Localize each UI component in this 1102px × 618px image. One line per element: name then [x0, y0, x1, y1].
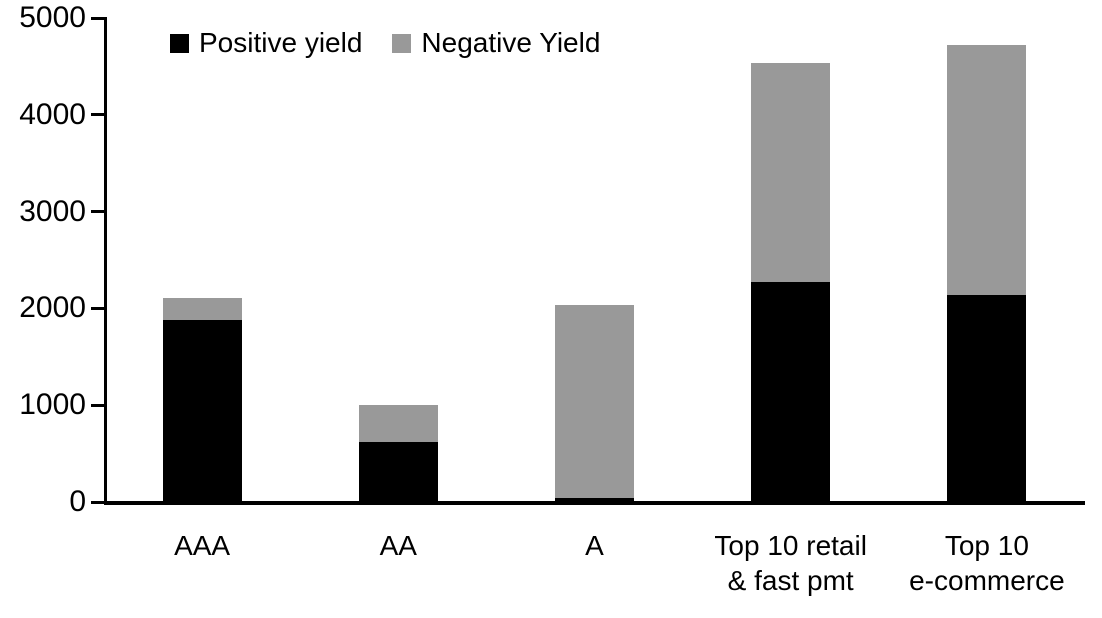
x-cat-label-a: A [585, 530, 604, 561]
bar-segment-aa-positive-yield [358, 441, 438, 502]
bar-segment-top-10-positive-yield [947, 294, 1027, 502]
y-tick-mark-5000 [91, 16, 105, 20]
bar-segment-top-10-retail-negative-yield [751, 62, 831, 283]
bar-group-a [555, 0, 634, 502]
bar-group-aaa [162, 0, 242, 502]
bar-segment-aaa-negative-yield [162, 297, 242, 320]
x-cat-label-top-10-retail: Top 10 retail & fast pmt [714, 530, 867, 596]
bar-group-aa [358, 0, 438, 502]
y-axis-line [104, 17, 107, 504]
bar-segment-a-negative-yield [555, 305, 634, 498]
bar-segment-top-10-retail-positive-yield [751, 282, 831, 502]
y-tick-label-4000: 4000 [19, 97, 86, 131]
bar-segment-aa-negative-yield [358, 405, 438, 442]
legend-item-positive-yield: Positive yield [170, 28, 362, 58]
legend-item-negative-yield: Negative Yield [392, 28, 600, 58]
y-tick-label-2000: 2000 [19, 291, 86, 325]
y-tick-label-0: 0 [69, 485, 86, 518]
chart-legend: Positive yield Negative Yield [170, 28, 600, 58]
bar-group-top-10 [947, 0, 1027, 502]
legend-label-positive-yield: Positive yield [199, 27, 363, 58]
bar-segment-aaa-positive-yield [162, 320, 242, 502]
x-axis-line [104, 501, 1085, 505]
x-cat-label-aaa: AAA [174, 530, 231, 561]
bar-group-top-10-retail [751, 0, 831, 502]
x-cat-label-aa: AA [379, 530, 417, 561]
y-tick-label-5000: 5000 [19, 1, 86, 34]
bar-segment-top-10-negative-yield [947, 45, 1027, 295]
legend-label-negative-yield: Negative Yield [421, 27, 601, 58]
positive-yield-swatch-icon [170, 33, 189, 53]
y-tick-mark-3000 [91, 210, 105, 214]
y-tick-label-3000: 3000 [19, 194, 86, 228]
negative-yield-swatch-icon [392, 33, 412, 53]
y-tick-mark-1000 [91, 403, 105, 407]
bar-segment-a-positive-yield [555, 497, 634, 502]
x-cat-label-top-10: Top 10 e-commerce [909, 530, 1065, 596]
y-tick-mark-4000 [91, 113, 105, 117]
y-tick-label-1000: 1000 [19, 388, 86, 422]
y-tick-mark-0 [91, 500, 105, 504]
y-tick-mark-2000 [91, 306, 105, 310]
